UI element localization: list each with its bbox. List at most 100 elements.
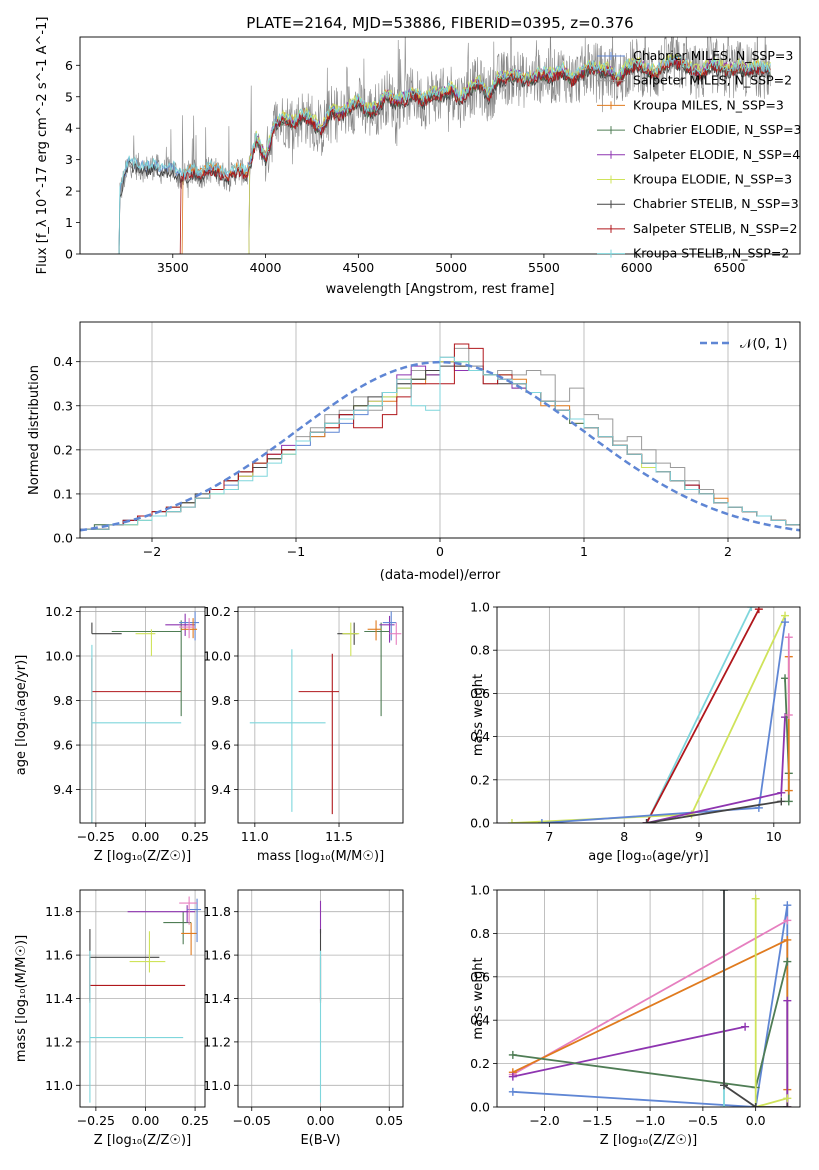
tick-label-x: 8 (620, 829, 628, 844)
axes-7: −2.0 −1.5 −1.0 −0.5 0.0 0.0 0.2 0.4 0.6 0.8 1.0 Z [… (470, 883, 801, 1148)
tick-label-y: 10.0 (45, 648, 73, 663)
axes-5: −0.25 0.00 0.25 11.0 11.2 11.4 11.6 11.8 Z [log₁… (14, 889, 209, 1148)
axes-frame (496, 606, 801, 824)
tick-label-y: 10.2 (45, 604, 73, 619)
tick-label-x: 4500 (342, 260, 374, 275)
weight-line-salpeter_elodie (512, 1025, 746, 1078)
axes-2: −0.25 0.00 0.25 9.4 9.6 9.8 10.0 10.2 Z [log₁₀(Z… (14, 604, 209, 864)
y-axis-label: mass weight (471, 674, 486, 756)
tick-label-y: 0 (65, 247, 73, 262)
tick-label-y: 0.8 (470, 926, 490, 941)
plot-area (117, 37, 771, 254)
y-axis-label: mass weight (471, 957, 486, 1039)
tick-label-y: 11.6 (203, 948, 231, 963)
plot-area (249, 611, 402, 815)
weight-line-salpeter_stelib (645, 608, 760, 823)
x-axis-label: age [log₁₀(age/yr)] (588, 849, 709, 864)
tick-label-y: 10.2 (203, 604, 231, 619)
tick-label-y: 2 (65, 184, 73, 199)
legend-label: Chabrier STELIB, N_SSP=3 (633, 196, 799, 211)
y-axis-label: Normed distribution (27, 365, 42, 495)
x-axis-label: E(B-V) (300, 1133, 340, 1148)
normal-curve (80, 360, 800, 532)
model-spectrum-kroupa_stelib (117, 54, 771, 254)
histogram-kroupa_stelib (80, 356, 800, 530)
tick-label-x: 10 (766, 829, 782, 844)
axes-frame (79, 606, 206, 824)
tick-label-y: 0.0 (53, 531, 73, 546)
x-axis-label: wavelength [Angstrom, rest frame] (326, 282, 555, 297)
tick-label-x: 9 (695, 829, 703, 844)
tick-label-x: 3500 (157, 260, 189, 275)
axes-frame (79, 889, 206, 1108)
tick-label-x: 2 (724, 544, 732, 559)
axes-1: −2 −1 0 1 2 0.0 0.1 0.2 0.3 0.4 (data-model)/error… (27, 321, 801, 583)
tick-label-y: 0.1 (53, 486, 73, 501)
tick-label-x: 0.25 (181, 1113, 209, 1128)
axes-frame (496, 889, 801, 1108)
legend-label: Kroupa ELODIE, N_SSP=3 (633, 172, 792, 187)
tick-label-y: 0.6 (470, 686, 490, 701)
tick-label-y: 0.0 (470, 1100, 490, 1115)
chart-title: PLATE=2164, MJD=53886, FIBERID=0395, z=0… (246, 14, 633, 32)
legend-label: Kroupa MILES, N_SSP=3 (633, 97, 784, 112)
tick-label-y: 11.0 (45, 1078, 73, 1093)
tick-label-y: 6 (65, 58, 73, 73)
tick-label-x: −0.05 (233, 1113, 271, 1128)
tick-label-y: 9.6 (211, 738, 231, 753)
tick-label-x: 0.0 (746, 1113, 766, 1128)
tick-label-y: 4 (65, 121, 73, 136)
tick-label-x: 0.05 (375, 1113, 403, 1128)
x-axis-label: Z [log₁₀(Z/Z☉)] (94, 849, 191, 864)
tick-label-y: 0.2 (470, 1056, 490, 1071)
tick-label-y: 0.4 (470, 729, 490, 744)
weight-line-pink (512, 919, 788, 1076)
tick-label-x: 4000 (250, 260, 282, 275)
tick-label-y: 0.0 (470, 816, 490, 831)
tick-label-y: 11.0 (203, 1078, 231, 1093)
tick-label-x: 6500 (714, 260, 746, 275)
tick-label-x: 7 (545, 829, 553, 844)
axes-frame (237, 889, 404, 1108)
tick-label-x: 5500 (528, 260, 560, 275)
tick-label-y: 0.8 (470, 643, 490, 658)
tick-label-y: 1 (65, 215, 73, 230)
legend-label: Salpeter MILES, N_SSP=2 (633, 73, 792, 88)
tick-label-x: 11.0 (241, 829, 269, 844)
axes-4: 7 8 9 10 0.0 0.2 0.4 0.6 0.8 1.0 age [log₁₀(age/yr… (470, 600, 801, 864)
legend-label: 𝒩(0, 1) (740, 337, 787, 352)
tick-label-y: 11.4 (203, 991, 231, 1006)
weight-line-chabrier_stelib (646, 800, 782, 823)
plot-area (89, 896, 202, 1103)
axes-frame (237, 606, 404, 824)
legend-label: Chabrier ELODIE, N_SSP=3 (633, 122, 802, 137)
axes-frame (79, 321, 801, 539)
tick-label-y: 11.2 (203, 1034, 231, 1049)
tick-label-y: 11.4 (45, 991, 73, 1006)
tick-label-x: 11.5 (325, 829, 353, 844)
tick-label-x: −1.0 (635, 1113, 665, 1128)
weight-line-chabrier_stelib (723, 890, 788, 1107)
y-axis-label: Flux [f_λ 10^-17 erg cm^-2 s^-1 A^-1] (35, 17, 50, 275)
tick-label-y: 9.4 (211, 782, 231, 797)
tick-label-y: 11.6 (45, 948, 73, 963)
tick-label-y: 0.2 (53, 442, 73, 457)
tick-label-y: 11.8 (45, 904, 73, 919)
axes-6: −0.05 0.00 0.05 11.0 11.2 11.4 11.6 11.8 E(B-V) (203, 889, 404, 1148)
x-axis-label: mass [log₁₀(M/M☉)] (257, 849, 384, 864)
tick-label-y: 0.4 (53, 354, 73, 369)
tick-label-x: 0.25 (181, 829, 209, 844)
legend-label: Chabrier MILES, N_SSP=3 (633, 48, 793, 63)
tick-label-x: −0.25 (77, 1113, 115, 1128)
weight-line-miles_chabrier (541, 621, 786, 823)
tick-label-x: 6000 (621, 260, 653, 275)
axes-0: 3500 4000 4500 5000 5500 6000 6500 0 1 2 3 4 5 6 PLATE… (35, 14, 802, 297)
tick-label-y: 0.3 (53, 398, 73, 413)
tick-label-x: 0.00 (132, 1113, 160, 1128)
tick-label-x: 0 (436, 544, 444, 559)
plot-area (91, 611, 200, 823)
weight-line-kroupa_elodie (754, 898, 788, 1107)
tick-label-y: 9.4 (53, 782, 73, 797)
tick-label-x: −1.5 (582, 1113, 612, 1128)
